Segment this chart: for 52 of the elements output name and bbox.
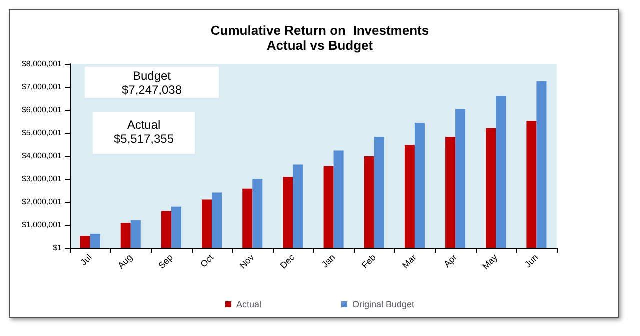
x-tick-label: Feb <box>360 252 378 270</box>
legend-label: Actual <box>236 300 262 310</box>
y-tick-label: $6,000,001 <box>22 106 63 114</box>
bar <box>496 96 506 248</box>
y-tick-label: $2,000,001 <box>22 198 63 206</box>
y-tick-label: $8,000,001 <box>22 60 63 68</box>
x-tick-label: Nov <box>238 252 257 271</box>
x-tick-label: Dec <box>278 252 298 271</box>
bar <box>80 236 90 248</box>
x-tick-label: Jun <box>522 252 540 270</box>
y-tick-label: $4,000,001 <box>22 152 63 160</box>
x-tick-label: Jul <box>78 252 94 268</box>
bar <box>202 200 212 248</box>
x-tick-label: Sep <box>156 252 175 271</box>
bar <box>446 137 456 248</box>
bar <box>293 164 304 248</box>
y-tick-label: $1,000,001 <box>22 220 63 230</box>
y-tick-label: $3,000,001 <box>22 174 63 184</box>
bar <box>536 81 547 248</box>
x-tick-label: Aug <box>116 252 134 271</box>
x-tick-label: May <box>480 252 500 272</box>
x-tick-label: Oct <box>198 252 216 270</box>
y-tick-label: $5,000,001 <box>22 128 63 138</box>
x-tick-label: Jan <box>320 252 338 270</box>
bar <box>334 150 344 248</box>
label-box: Budget $7,247,038 <box>85 67 219 98</box>
bar <box>283 177 294 248</box>
legend-label: Original Budget <box>352 300 416 310</box>
bar <box>252 179 263 248</box>
y-tick-label: $1 <box>53 244 63 252</box>
label-box: Actual $5,517,355 <box>93 112 195 154</box>
bar <box>130 220 141 248</box>
bar <box>526 121 537 248</box>
bar <box>242 188 253 248</box>
x-tick-label: Apr <box>442 252 460 270</box>
annotation: Budget $7,247,038 <box>122 69 182 97</box>
bar <box>90 234 100 248</box>
x-tick-label: Mar <box>400 252 418 270</box>
bar <box>171 206 182 248</box>
bar <box>404 145 415 248</box>
bar <box>161 211 172 248</box>
y-tick-label: $7,000,001 <box>22 82 63 92</box>
chart-title: Cumulative Return on Investments Actual vs Budget <box>210 23 430 53</box>
bar <box>374 137 384 248</box>
bar <box>364 156 374 248</box>
annotation: Actual $5,517,355 <box>114 118 174 146</box>
bar <box>324 166 334 248</box>
bar <box>120 223 131 248</box>
bar <box>486 128 496 248</box>
bar <box>456 109 466 248</box>
bar <box>212 192 222 248</box>
bar <box>414 123 425 248</box>
